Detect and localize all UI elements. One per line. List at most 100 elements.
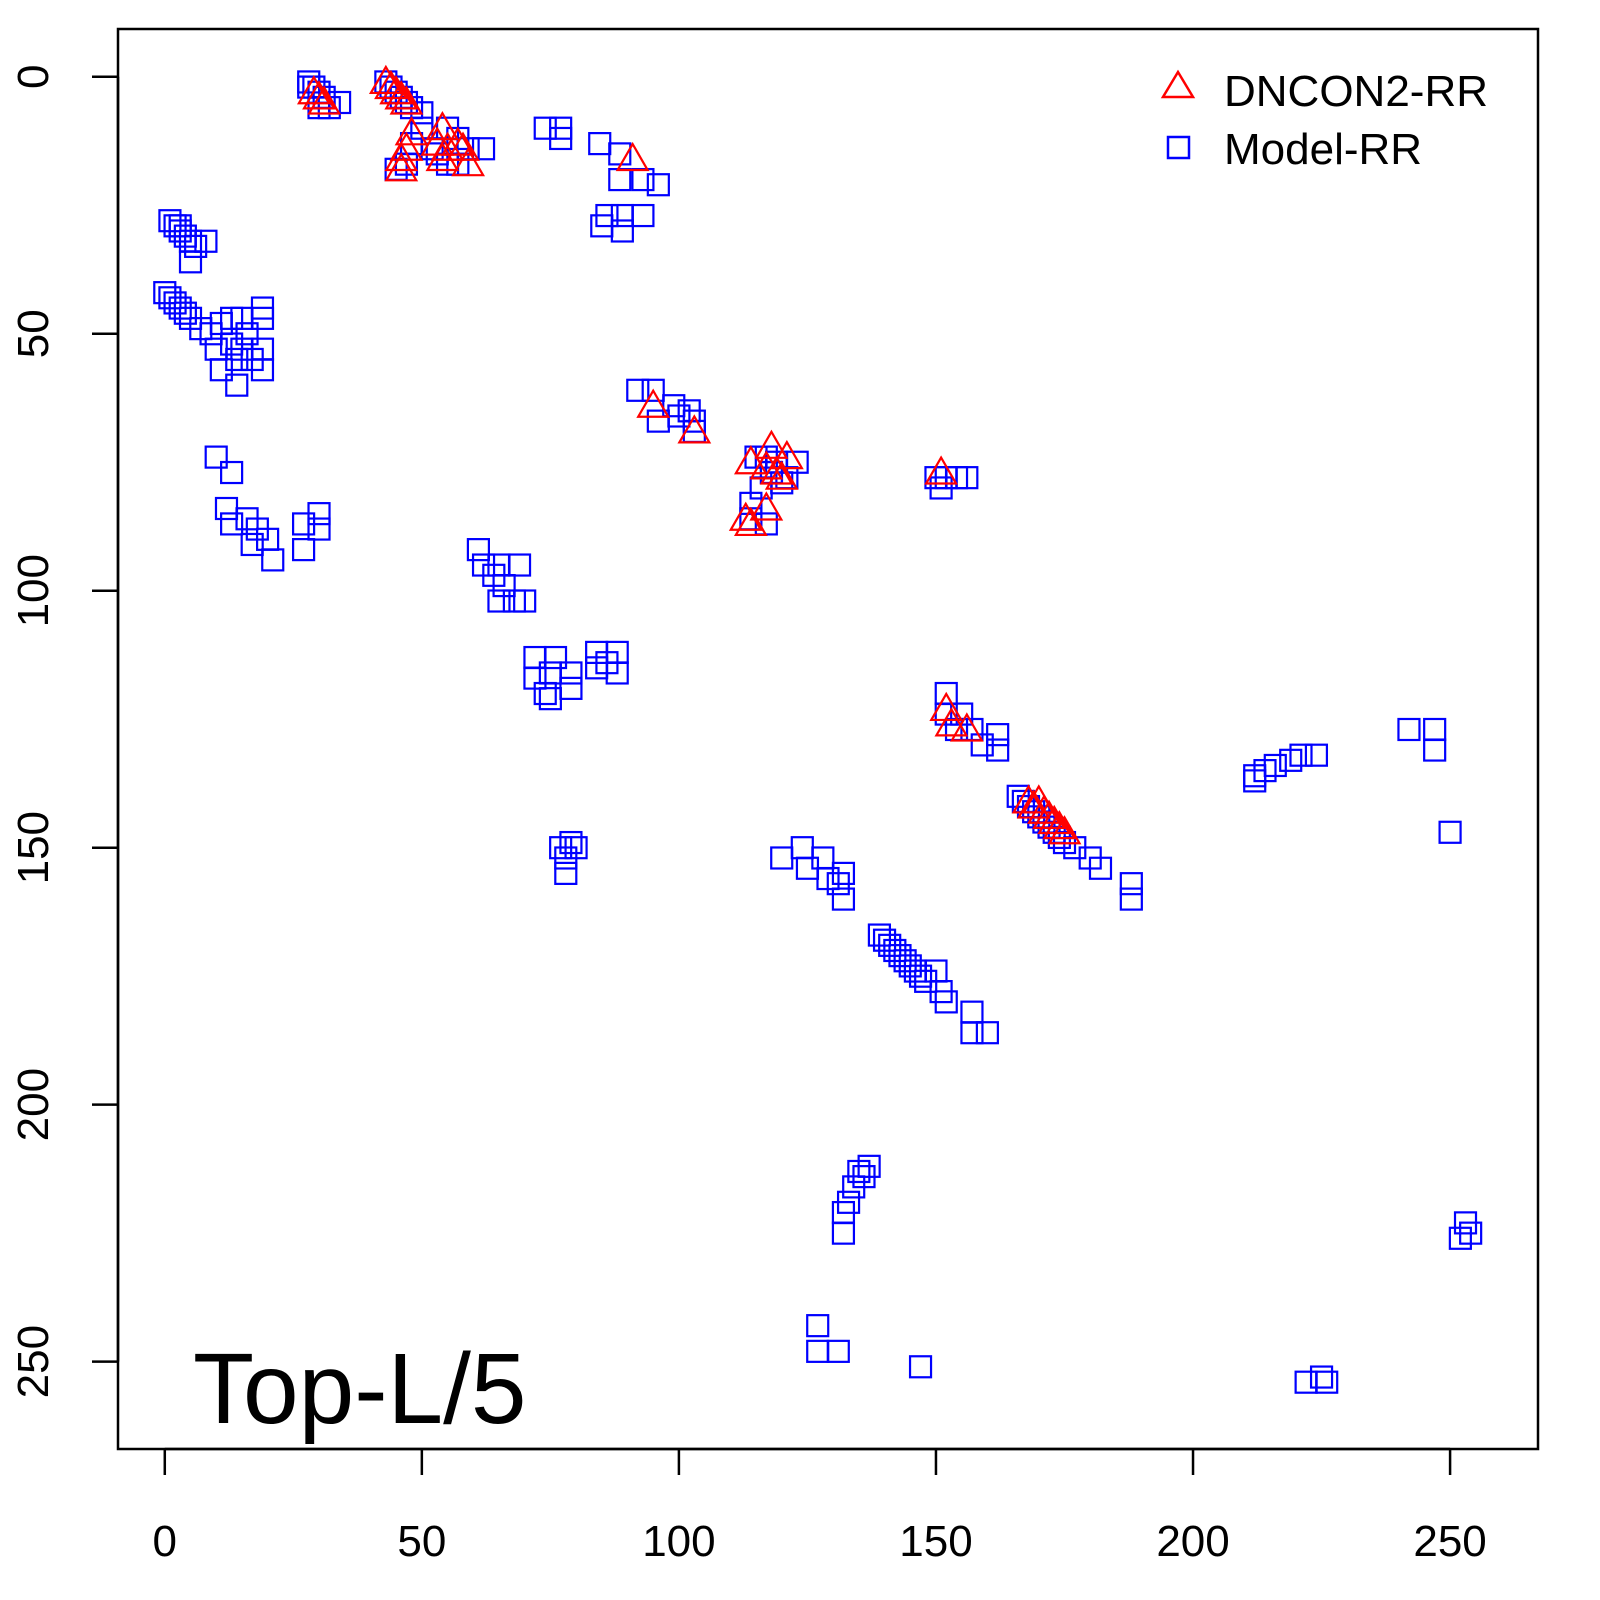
model-rr-point (806, 1339, 830, 1363)
model-rr-point (1397, 717, 1421, 742)
model-rr-point (513, 589, 537, 613)
model-rr-point (507, 553, 532, 577)
model-rr-point (1119, 887, 1143, 911)
model-rr-point (975, 1021, 999, 1045)
x-tick-label: 200 (1156, 1517, 1229, 1566)
points (153, 64, 1483, 1394)
model-rr-point (487, 553, 511, 577)
model-rr-point (908, 964, 933, 988)
model-rr-point (1309, 1365, 1334, 1389)
model-rr-point (986, 738, 1010, 762)
model-rr-point (929, 476, 953, 500)
dncon2-rr-point (677, 414, 712, 444)
model-rr-point (608, 167, 632, 192)
y-tick-label: 100 (9, 554, 58, 627)
model-rr-point (471, 137, 496, 161)
model-rr-point (1243, 769, 1267, 793)
model-rr-point (559, 830, 583, 855)
dncon2-rr-point (440, 126, 475, 156)
dncon2-rr-point (733, 506, 768, 537)
model-rr-point (466, 538, 490, 562)
model-rr-point (173, 301, 197, 325)
dncon2-rr-point (754, 429, 789, 459)
model-rr-point (588, 132, 612, 156)
dncon2-rr-point (749, 491, 784, 521)
model-rr-point (261, 548, 285, 572)
dncon2-rr-point (636, 388, 671, 418)
model-rr-point (610, 219, 634, 243)
model-rr-point (549, 116, 573, 140)
dncon2-rr-point (769, 439, 804, 470)
model-rr-point (785, 450, 809, 474)
legend-label-model: Model-RR (1224, 125, 1422, 174)
model-rr-point (847, 1159, 871, 1184)
model-rr-point (523, 645, 547, 670)
model-rr-point (908, 1355, 933, 1379)
model-rr-point (291, 538, 316, 562)
model-rr-point (220, 512, 244, 536)
model-rr-point (1088, 856, 1113, 880)
model-rr-point (250, 358, 275, 382)
model-rr-point (538, 687, 562, 711)
legend-triangle-icon (1160, 69, 1196, 99)
y-tick-label: 50 (9, 309, 58, 358)
model-rr-point (934, 990, 958, 1014)
model-rr-point (631, 203, 655, 228)
model-rr-point (1263, 753, 1287, 778)
y-tick-label: 250 (9, 1325, 58, 1398)
model-rr-point (214, 496, 239, 521)
plot-frame (116, 27, 1540, 1451)
model-rr-point (559, 661, 583, 685)
model-rr-point (960, 1000, 984, 1024)
model-rr-point (1315, 1370, 1339, 1394)
model-rr-point (220, 460, 244, 485)
x-tick-label: 100 (642, 1517, 715, 1566)
dncon2-rr-point (934, 707, 969, 737)
model-rr-point (538, 661, 562, 685)
dncon2-rr-point (764, 460, 799, 490)
model-rr-point (595, 651, 619, 675)
model-rr-point (1448, 1226, 1472, 1250)
model-rr-point (1423, 738, 1447, 762)
annotation-top-l5: Top-L/5 (193, 1333, 527, 1445)
dncon2-rr-point (1016, 789, 1051, 819)
model-rr-point (554, 861, 578, 885)
model-rr-point (194, 229, 218, 253)
model-rr-point (960, 1021, 984, 1045)
dncon2-rr-point (1047, 815, 1082, 845)
model-rr-point (204, 337, 228, 361)
model-rr-point (646, 173, 670, 197)
model-rr-point (831, 887, 856, 911)
model-rr-point (307, 502, 331, 526)
model-rr-point (852, 1165, 876, 1189)
dncon2-rr-point (733, 445, 768, 475)
model-rr-point (1304, 743, 1329, 767)
model-rr-point (543, 645, 568, 670)
dncon2-rr-point (384, 152, 419, 182)
model-rr-point (641, 378, 665, 402)
model-rr-point (250, 306, 275, 330)
dncon2-rr-point (425, 141, 460, 172)
model-rr-point (307, 517, 331, 541)
x-tick-label: 250 (1413, 1517, 1486, 1566)
dncon2-rr-point (389, 85, 424, 115)
y-tick-label: 0 (9, 65, 58, 89)
legend-square-icon (1166, 135, 1191, 160)
legend-label-dncon2: DNCON2-RR (1224, 67, 1488, 116)
model-rr-point (1289, 743, 1313, 767)
model-rr-point (178, 250, 203, 274)
dncon2-rr-point (451, 146, 486, 177)
x-tick-label: 0 (153, 1517, 177, 1566)
model-rr-point (235, 322, 259, 346)
model-rr-point (826, 1339, 850, 1363)
model-rr-point (626, 378, 650, 402)
model-rr-point (770, 846, 794, 870)
y-tick-label: 200 (9, 1068, 58, 1141)
x-tick-label: 50 (397, 1517, 446, 1566)
dncon2-rr-point (759, 455, 794, 485)
model-rr-point (831, 861, 856, 885)
model-rr-point (564, 836, 588, 860)
model-rr-point (986, 723, 1010, 747)
